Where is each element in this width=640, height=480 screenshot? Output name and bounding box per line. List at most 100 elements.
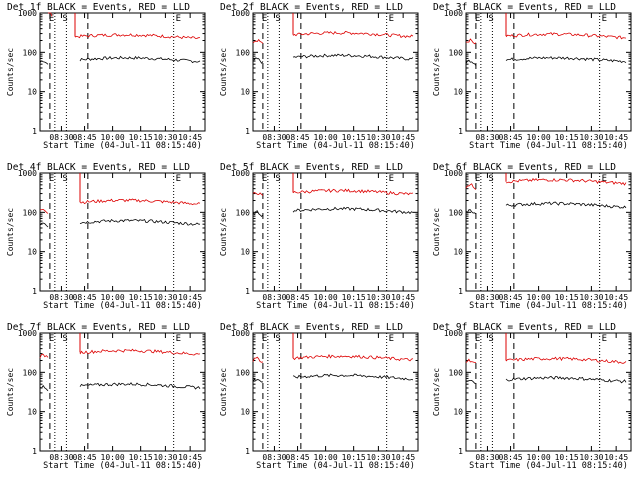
marker-label: S	[62, 334, 67, 344]
x-tick-label: 10:45	[178, 293, 202, 302]
y-tick-label: 1	[458, 127, 463, 136]
y-tick-label: 100	[236, 208, 251, 217]
marker-label: E	[602, 334, 607, 344]
x-tick-label: 08:45	[499, 453, 523, 462]
events-series-line	[79, 55, 201, 64]
y-tick-label: 1000	[231, 169, 250, 178]
y-tick-label: 1	[245, 127, 250, 136]
events-series-line	[39, 60, 49, 65]
lld-series-line	[505, 356, 627, 364]
plot-frame	[465, 172, 632, 292]
y-tick-label: 100	[236, 368, 251, 377]
panel-title: Det 7f BLACK = Events, RED = LLD	[7, 322, 190, 333]
y-tick-label: 1	[458, 447, 463, 456]
y-tick-label: 10	[240, 88, 250, 97]
events-series-line	[252, 378, 264, 383]
x-tick-label: 08:30	[262, 133, 286, 142]
marker-label: S	[275, 174, 280, 184]
lld-series-line	[79, 198, 201, 206]
lld-series-line	[252, 38, 264, 44]
y-tick-label: 10	[453, 88, 463, 97]
y-axis-label: Counts/sec	[219, 48, 228, 96]
marker-label: E	[49, 14, 54, 24]
marker-label: E	[49, 334, 54, 344]
plot-frame	[465, 12, 632, 132]
y-axis-label: Counts/sec	[219, 208, 228, 256]
detector-panel: Det 3f BLACK = Events, RED = LLD 1 10 100 10…	[432, 2, 632, 151]
y-tick-label: 1	[32, 127, 37, 136]
lld-series-line	[48, 12, 53, 17]
y-axis-label: Counts/sec	[432, 368, 441, 416]
marker-label: S	[488, 14, 493, 24]
y-tick-label: 1	[458, 287, 463, 296]
marker-label: E	[176, 14, 181, 24]
x-tick-label: 10:45	[391, 293, 415, 302]
x-tick-label: 08:45	[499, 293, 523, 302]
x-tick-label: 10:30	[153, 133, 177, 142]
y-tick-label: 1	[32, 287, 37, 296]
events-series-line	[79, 382, 201, 390]
x-tick-label: 10:15	[129, 453, 153, 462]
y-tick-label: 100	[449, 368, 464, 377]
y-tick-label: 100	[23, 368, 38, 377]
x-tick-label: 10:45	[178, 133, 202, 142]
lld-series-line	[505, 177, 627, 186]
x-axis-label: Start Time (04-Jul-11 08:15:40)	[256, 461, 415, 471]
x-tick-label: 08:45	[286, 133, 310, 142]
y-axis-label: Counts/sec	[432, 208, 441, 256]
x-tick-label: 10:45	[178, 453, 202, 462]
x-tick-label: 10:15	[555, 133, 579, 142]
detector-panel: Det 7f BLACK = Events, RED = LLD 1 10 100 10…	[6, 322, 206, 471]
y-tick-label: 100	[236, 48, 251, 57]
plot-frame	[39, 332, 206, 452]
detector-panel: Det 5f BLACK = Events, RED = LLD 1 10 100 10…	[219, 162, 419, 311]
lld-series-line	[39, 353, 49, 359]
x-tick-label: 10:00	[527, 453, 551, 462]
marker-label: E	[602, 174, 607, 184]
x-tick-label: 10:45	[391, 453, 415, 462]
x-axis-label: Start Time (04-Jul-11 08:15:40)	[43, 141, 202, 151]
detector-panel: Det 9f BLACK = Events, RED = LLD 1 10 100 10…	[432, 322, 632, 471]
x-tick-label: 08:30	[475, 453, 499, 462]
panel-title: Det 8f BLACK = Events, RED = LLD	[220, 322, 403, 333]
marker-label: S	[62, 174, 67, 184]
events-series-line	[465, 59, 477, 66]
events-series-line	[505, 201, 627, 209]
detector-panel: Det 6f BLACK = Events, RED = LLD 1 10 100 10…	[432, 162, 632, 311]
x-tick-label: 08:30	[49, 453, 73, 462]
detector-panel: Det 4f BLACK = Events, RED = LLD 1 10 100 10…	[6, 162, 206, 311]
lld-series-line	[39, 208, 49, 214]
events-series-line	[292, 206, 414, 215]
plot-frame	[252, 12, 419, 132]
panel-title: Det 2f BLACK = Events, RED = LLD	[220, 2, 403, 13]
plot-frame	[252, 332, 419, 452]
x-tick-label: 10:30	[153, 453, 177, 462]
marker-label: S	[488, 334, 493, 344]
y-tick-label: 10	[240, 408, 250, 417]
x-tick-label: 10:15	[129, 133, 153, 142]
x-axis-label: Start Time (04-Jul-11 08:15:40)	[43, 461, 202, 471]
x-tick-label: 10:30	[366, 133, 390, 142]
lld-series-line	[292, 30, 414, 39]
events-series-line	[292, 53, 414, 61]
x-tick-label: 10:15	[555, 293, 579, 302]
panel-title: Det 4f BLACK = Events, RED = LLD	[7, 162, 190, 173]
y-tick-label: 1000	[444, 9, 463, 18]
x-axis-label: Start Time (04-Jul-11 08:15:40)	[469, 301, 628, 311]
lld-series-line	[252, 356, 264, 363]
y-tick-label: 10	[27, 248, 37, 257]
detector-panel: Det 2f BLACK = Events, RED = LLD 1 10 100 10…	[219, 2, 419, 151]
x-tick-label: 08:30	[49, 293, 73, 302]
marker-label: E	[602, 14, 607, 24]
x-tick-label: 08:30	[262, 453, 286, 462]
y-tick-label: 1000	[444, 169, 463, 178]
x-axis-label: Start Time (04-Jul-11 08:15:40)	[469, 461, 628, 471]
marker-label: E	[475, 334, 480, 344]
y-tick-label: 10	[27, 88, 37, 97]
y-tick-label: 1	[32, 447, 37, 456]
x-tick-label: 10:45	[604, 453, 628, 462]
detector-panel: Det 8f BLACK = Events, RED = LLD 1 10 100 10…	[219, 322, 419, 471]
y-tick-label: 1000	[18, 329, 37, 338]
x-tick-label: 10:00	[101, 293, 125, 302]
